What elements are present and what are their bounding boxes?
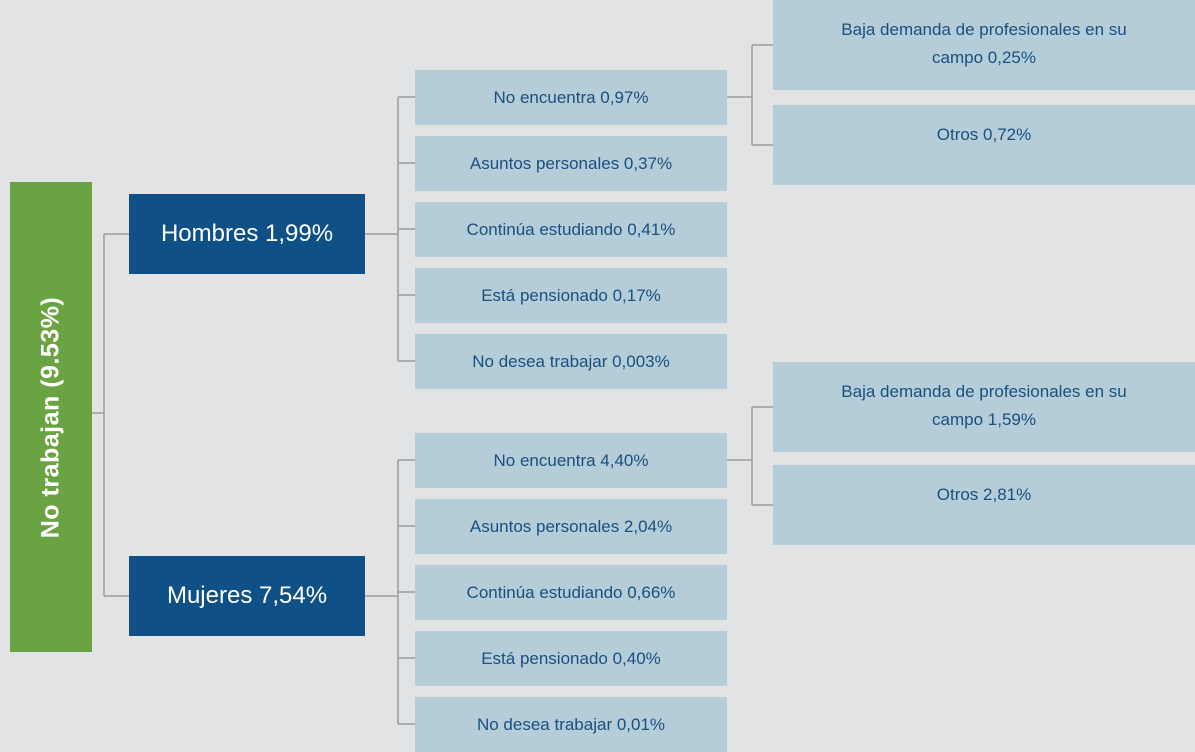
root-box: No trabajan (9.53%) [10,182,92,652]
group-box-label: Mujeres 7,54% [166,582,328,609]
reason-box-label: Baja demanda de profesionales en su camp… [841,382,1127,429]
item-box-label: Está pensionado 0,17% [481,285,661,305]
item-box: No desea trabajar 0,01% [415,697,727,752]
item-box-label: Está pensionado 0,40% [481,648,661,668]
reason-box: Otros 2,81% [773,465,1195,545]
item-box: Asuntos personales 0,37% [415,136,727,191]
reason-box: Otros 0,72% [773,105,1195,185]
reason-box-label: Otros 2,81% [936,485,1032,504]
item-box-label: Continúa estudiando 0,41% [466,219,676,239]
item-box: No encuentra 4,40% [415,433,727,488]
item-box-label: No desea trabajar 0,01% [476,714,666,734]
item-box: No encuentra 0,97% [415,70,727,125]
item-box: Está pensionado 0,17% [415,268,727,323]
item-box: Asuntos personales 2,04% [415,499,727,554]
reason-box-label: Baja demanda de profesionales en su camp… [841,20,1127,67]
item-box-label: Continúa estudiando 0,66% [466,582,676,602]
item-box-label: No encuentra 0,97% [493,87,649,107]
item-box-label: Asuntos personales 2,04% [469,516,673,536]
group-box-label: Hombres 1,99% [160,220,334,247]
item-box-label: No encuentra 4,40% [493,450,649,470]
reason-box: Baja demanda de profesionales en su camp… [773,362,1195,452]
reason-box-label: Otros 0,72% [936,125,1032,144]
item-box: Continúa estudiando 0,41% [415,202,727,257]
item-box-label: Asuntos personales 0,37% [469,153,673,173]
reason-box: Baja demanda de profesionales en su camp… [773,0,1195,90]
root-label: No trabajan (9.53%) [36,296,65,538]
item-box: Está pensionado 0,40% [415,631,727,686]
item-box: No desea trabajar 0,003% [415,334,727,389]
item-box: Continúa estudiando 0,66% [415,565,727,620]
group-box: Hombres 1,99% [129,194,365,274]
item-box-label: No desea trabajar 0,003% [472,351,670,371]
group-box: Mujeres 7,54% [129,556,365,636]
